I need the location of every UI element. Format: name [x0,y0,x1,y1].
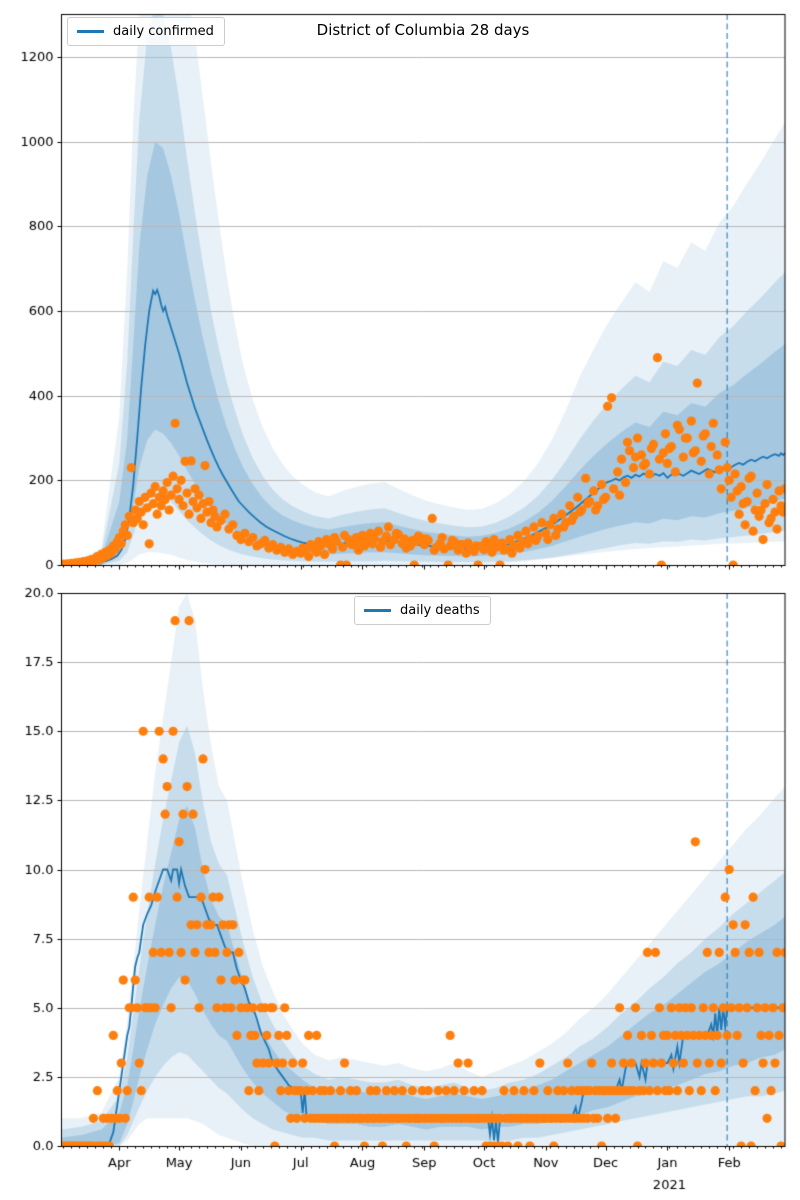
legend-daily-deaths: daily deaths [354,596,491,625]
legend-daily-confirmed-label: daily confirmed [113,24,214,39]
legend-daily-deaths-label: daily deaths [400,603,480,618]
page-title: District of Columbia 28 days [316,21,530,39]
legend-daily-confirmed: daily confirmed [67,17,225,46]
line-swatch-icon [364,609,391,612]
line-swatch-icon [77,30,104,33]
